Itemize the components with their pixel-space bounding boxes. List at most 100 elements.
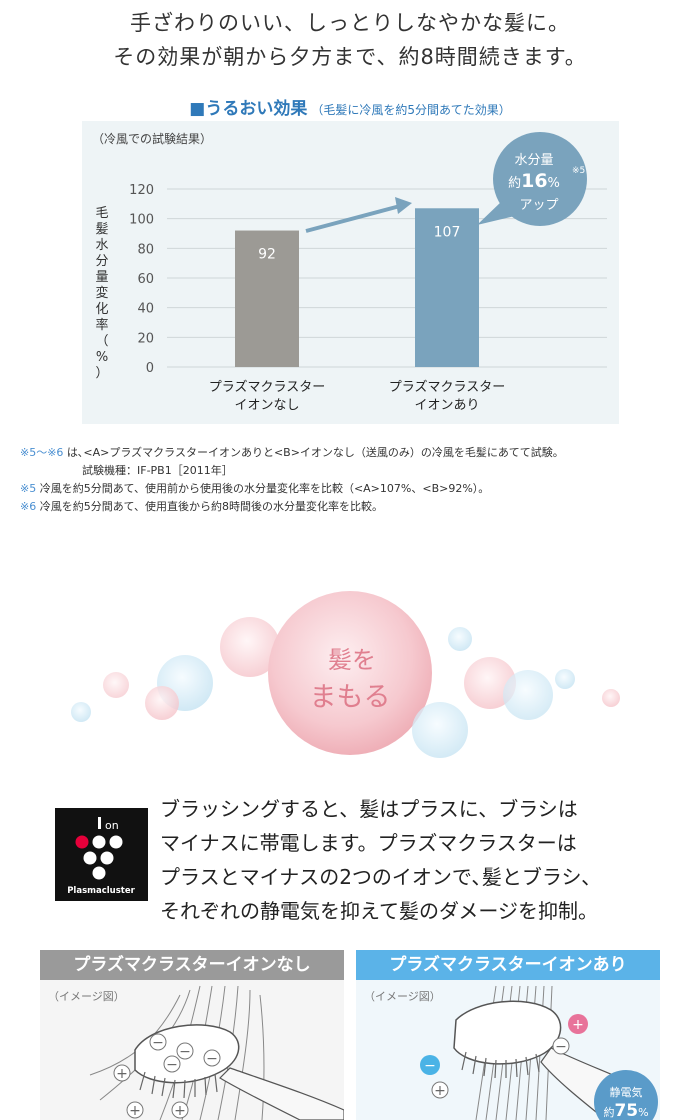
footnote-text: は､<A>プラズマクラスターイオンありと<B>イオンなし（送風のみ）の冷風を毛髪…: [63, 446, 564, 459]
moisture-bar-chart: （冷風での試験結果） 0 20 40 60 80 100 120 毛髪水分量変化率（%） 9…: [92, 131, 607, 413]
logo-dot: [83, 851, 97, 865]
y-tick-label: 20: [137, 331, 154, 346]
svg-text:−: −: [206, 1051, 218, 1067]
panel-left-title: プラズマクラスターイオンなし: [40, 950, 344, 980]
ion-desc-line-2: マイナスに帯電します。プラズマクラスターは: [160, 831, 577, 855]
ion-desc-line-3: プラスとマイナスの2つのイオンで､髪とブラシ、: [160, 865, 602, 889]
panel-left-image-label: （イメージ図）: [48, 990, 125, 1003]
intro-text: 手ざわりのいい、しっとりしなやかな髪に。 その効果が朝から夕方まで、約8時間続き…: [0, 6, 700, 74]
footnote-1: ※5〜※6 は､<A>プラズマクラスターイオンありと<B>イオンなし（送風のみ）…: [20, 444, 685, 462]
pink-bubble: [602, 689, 620, 707]
logo-mark: [98, 817, 101, 829]
bar: [415, 208, 479, 367]
footnote-text: 冷風を約5分間あて、使用直後から約8時間後の水分量変化率を比較。: [36, 500, 383, 513]
svg-text:−: −: [424, 1058, 436, 1074]
blue-bubble: [412, 702, 468, 758]
logo-dot: [92, 866, 106, 880]
bubble-line-2: まもる: [310, 682, 391, 713]
section-heading: ■うるおい効果 （毛髪に冷風を約5分間あてた効果）: [0, 94, 700, 119]
y-tick-label: 100: [129, 213, 154, 228]
heading-subtitle: （毛髪に冷風を約5分間あてた効果）: [311, 103, 511, 117]
logo-dot: [100, 851, 114, 865]
protect-hair-illustration: 髪を まもる: [0, 555, 700, 775]
svg-text:−: −: [166, 1057, 178, 1073]
main-bubble: [268, 591, 432, 755]
x-axis-labels: プラズマクラスターイオンなし プラズマクラスターイオンあり: [209, 379, 505, 413]
x-category-label: プラズマクラスター: [209, 379, 325, 395]
callout-line-3: アップ: [519, 198, 558, 213]
footnote-4: ※6 冷風を約5分間あて、使用直後から約8時間後の水分量変化率を比較。: [20, 498, 685, 516]
bar-value-label: 107: [434, 224, 461, 240]
brush-head: [453, 1000, 562, 1065]
plasmacluster-logo: on Plasmacluster: [55, 808, 148, 901]
y-tick-label: 0: [146, 361, 154, 376]
footnote-mark: ※5〜※6: [20, 446, 64, 459]
footnote-mark: ※6: [20, 500, 37, 513]
svg-text:+: +: [116, 1066, 128, 1082]
y-tick-label: 80: [137, 242, 154, 257]
footnote-text: 冷風を約5分間あて、使用前から使用後の水分量変化率を比較（<A>107%、<B>…: [36, 482, 490, 495]
bubble-line-1: 髪を: [328, 646, 376, 674]
svg-text:+: +: [174, 1103, 186, 1119]
logo-dot: [109, 835, 123, 849]
pink-bubble: [464, 657, 516, 709]
bar: [235, 230, 299, 367]
y-tick-label: 40: [137, 302, 154, 317]
blue-bubble: [555, 669, 575, 689]
brush-without-ion-illustration: − − − − + + +: [89, 985, 344, 1120]
blue-bubble: [448, 627, 472, 651]
bubble-graphic: 髪を まもる: [71, 591, 620, 758]
pink-bubble: [103, 672, 129, 698]
static-line-1: 静電気: [610, 1085, 643, 1099]
ion-charges: + − − +: [420, 1014, 588, 1099]
pink-bubble: [220, 617, 280, 677]
callout-circle: [493, 132, 587, 226]
intro-line-1: 手ざわりのいい、しっとりしなやかな髪に。: [130, 11, 570, 35]
footnote-2: 試験機種：IF-PB1［2011年］: [20, 462, 685, 480]
increase-arrow-head: [395, 197, 412, 214]
x-category-label: イオンあり: [414, 398, 479, 413]
x-category-label: プラズマクラスター: [389, 379, 505, 395]
y-tick-label: 120: [129, 183, 154, 198]
brush-with-ion-illustration: + − − + 静電気 約75%: [420, 985, 658, 1120]
blue-bubble: [71, 702, 91, 722]
plasmacluster-logo-graphic: on Plasmacluster: [67, 817, 136, 896]
static-reduction-badge: [594, 1070, 658, 1120]
panel-right-image-label: （イメージ図）: [364, 990, 441, 1003]
ion-desc-line-4: それぞれの静電気を抑えて髪のダメージを抑制。: [160, 899, 598, 923]
brush-handle: [219, 1067, 344, 1120]
footnote-mark: ※5: [20, 482, 37, 495]
increase-callout: 水分量 約16% ※5 アップ: [477, 132, 587, 226]
chart-panel: （冷風での試験結果） 0 20 40 60 80 100 120 毛髪水分量変化率（%） 9…: [82, 121, 619, 424]
ion-description: ブラッシングすると、髪はプラスに、ブラシは マイナスに帯電します。プラズマクラス…: [160, 792, 685, 928]
negative-charges: − − − −: [149, 1033, 221, 1073]
y-axis-ticks: 0 20 40 60 80 100 120: [129, 183, 154, 376]
callout-note-mark: ※5: [572, 166, 585, 176]
chart-bars: 92 107: [235, 208, 479, 367]
svg-text:+: +: [572, 1017, 584, 1033]
svg-text:+: +: [129, 1103, 141, 1119]
increase-arrow-line: [305, 204, 401, 233]
chart-note: （冷風での試験結果）: [92, 131, 212, 146]
heading-title: ■うるおい効果: [189, 99, 308, 119]
callout-line-2: 約16%: [508, 170, 560, 192]
positive-charges: + + +: [113, 1064, 189, 1119]
svg-text:−: −: [555, 1039, 567, 1055]
brush-bristles: [139, 1071, 218, 1099]
logo-on-text: on: [105, 819, 119, 832]
brush-bristles: [461, 1051, 540, 1079]
footnotes: ※5〜※6 は､<A>プラズマクラスターイオンありと<B>イオンなし（送風のみ）…: [20, 444, 685, 516]
callout-tail: [477, 201, 519, 225]
logo-dot-red: [75, 835, 89, 849]
logo-dot: [92, 835, 106, 849]
svg-text:−: −: [179, 1044, 191, 1060]
static-line-2: 約75%: [603, 1101, 648, 1120]
pink-bubble: [145, 686, 179, 720]
y-tick-label: 60: [137, 272, 154, 287]
callout-line-1: 水分量: [514, 153, 553, 168]
logo-name: Plasmacluster: [67, 886, 135, 896]
y-axis-label: 毛髪水分量変化率（%）: [95, 206, 108, 381]
svg-text:+: +: [434, 1083, 446, 1099]
svg-text:−: −: [152, 1035, 164, 1051]
intro-line-2: その効果が朝から夕方まで、約8時間続きます。: [113, 45, 587, 69]
